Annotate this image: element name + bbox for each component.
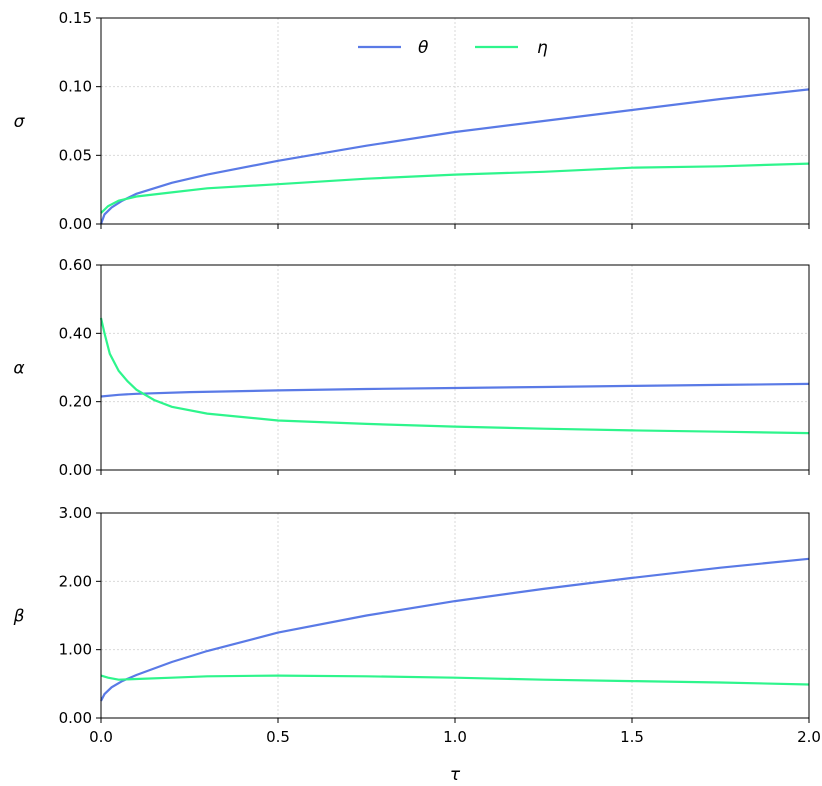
y-tick-label: 1.00 [59, 641, 92, 659]
legend-label-eta: η [537, 38, 548, 58]
y-tick-label: 0.05 [59, 146, 92, 164]
series-line-eta [100, 162, 810, 214]
series-line-theta [100, 382, 810, 398]
x-tick-label: 1.5 [620, 728, 644, 746]
x-tick-label: 0.0 [89, 728, 113, 746]
plot-frame [100, 17, 810, 225]
x-tick-label: 0.5 [266, 728, 290, 746]
x-axis-label: τ [450, 765, 461, 785]
y-tick-label: 0.00 [59, 461, 92, 479]
y-tick-label: 0.15 [59, 9, 92, 27]
chart-panels: 0.00 0.05 0.10 0.15 σ 0.00 0.20 0.40 0.60 α 0.00 1.… [13, 9, 810, 727]
series-line-theta [99, 88, 810, 225]
y-tick-label: 0.10 [59, 78, 92, 96]
series-line-theta [100, 557, 810, 702]
panel-0: 0.00 0.05 0.10 0.15 σ [14, 9, 810, 233]
y-axis-label: β [13, 607, 25, 627]
plot-frame [100, 264, 810, 471]
plot-frame [100, 512, 810, 719]
legend: θ η [358, 38, 548, 58]
legend-label-theta: θ [418, 38, 429, 58]
panel-2: 0.00 1.00 2.00 3.00 β [13, 504, 810, 727]
y-tick-label: 0.40 [59, 324, 92, 342]
panel-1: 0.00 0.20 0.40 0.60 α [13, 256, 810, 479]
y-tick-label: 0.00 [59, 709, 92, 727]
y-tick-label: 2.00 [59, 572, 92, 590]
series-line-eta [99, 317, 810, 435]
y-tick-label: 0.00 [59, 215, 92, 233]
x-tick-label: 2.0 [797, 728, 821, 746]
series-line-eta [100, 674, 810, 686]
y-axis-label: α [13, 359, 24, 379]
y-tick-label: 0.20 [59, 393, 92, 411]
y-tick-label: 3.00 [59, 504, 92, 522]
y-axis-label: σ [14, 112, 26, 132]
x-axis: 0.0 0.5 1.0 1.5 2.0 [89, 728, 821, 746]
x-tick-label: 1.0 [443, 728, 467, 746]
y-tick-label: 0.60 [59, 256, 92, 274]
